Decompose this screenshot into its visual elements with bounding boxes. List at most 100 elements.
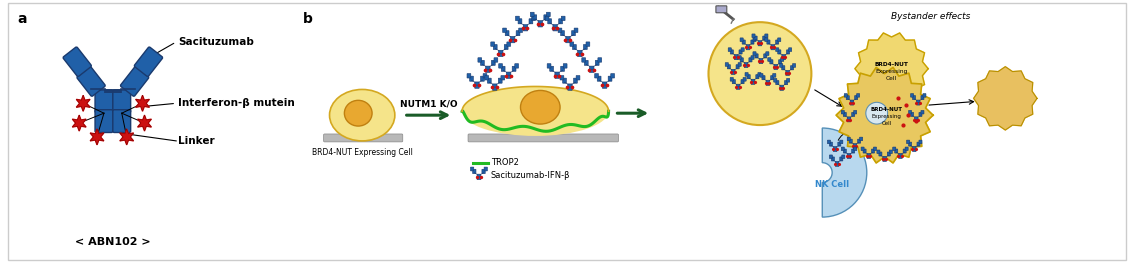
FancyBboxPatch shape [765,52,769,55]
FancyBboxPatch shape [785,80,788,85]
FancyBboxPatch shape [738,56,742,59]
FancyBboxPatch shape [829,155,832,159]
FancyBboxPatch shape [759,60,763,64]
FancyBboxPatch shape [568,87,573,90]
FancyBboxPatch shape [779,60,781,64]
FancyBboxPatch shape [566,36,570,39]
Text: BRD4-NUT: BRD4-NUT [871,107,903,112]
FancyBboxPatch shape [838,142,841,146]
FancyBboxPatch shape [841,147,845,151]
FancyBboxPatch shape [746,47,750,50]
Text: b: b [303,12,313,26]
FancyBboxPatch shape [473,169,476,174]
FancyBboxPatch shape [773,67,778,70]
FancyBboxPatch shape [731,69,735,72]
FancyBboxPatch shape [499,53,503,57]
FancyBboxPatch shape [477,58,482,62]
Polygon shape [91,129,104,145]
FancyBboxPatch shape [778,38,781,42]
FancyBboxPatch shape [471,167,474,171]
Polygon shape [855,33,928,104]
FancyBboxPatch shape [751,56,754,59]
FancyBboxPatch shape [892,147,896,151]
FancyBboxPatch shape [771,47,775,50]
FancyBboxPatch shape [778,50,781,54]
FancyBboxPatch shape [770,60,773,64]
FancyBboxPatch shape [113,110,130,133]
FancyBboxPatch shape [544,15,548,20]
FancyBboxPatch shape [507,72,510,75]
FancyBboxPatch shape [853,145,856,149]
FancyBboxPatch shape [773,78,777,82]
Text: Cell: Cell [881,121,891,126]
FancyBboxPatch shape [780,85,784,88]
FancyBboxPatch shape [560,31,565,36]
FancyBboxPatch shape [483,74,486,78]
FancyBboxPatch shape [841,110,845,114]
FancyBboxPatch shape [485,69,490,73]
FancyBboxPatch shape [908,142,912,146]
FancyBboxPatch shape [533,15,536,20]
FancyBboxPatch shape [898,154,903,156]
FancyBboxPatch shape [781,54,786,57]
FancyBboxPatch shape [752,34,755,38]
FancyBboxPatch shape [844,149,846,153]
FancyBboxPatch shape [846,95,849,100]
FancyBboxPatch shape [871,149,874,153]
FancyBboxPatch shape [898,155,903,159]
FancyBboxPatch shape [753,38,756,42]
FancyBboxPatch shape [917,142,920,146]
FancyBboxPatch shape [515,64,518,68]
FancyBboxPatch shape [771,75,773,80]
Polygon shape [136,95,150,111]
FancyBboxPatch shape [863,149,866,153]
FancyBboxPatch shape [577,50,582,53]
FancyBboxPatch shape [860,137,863,141]
FancyBboxPatch shape [840,140,843,144]
FancyBboxPatch shape [499,50,503,53]
FancyBboxPatch shape [608,76,612,81]
FancyBboxPatch shape [574,28,578,33]
FancyBboxPatch shape [828,140,830,144]
FancyBboxPatch shape [477,174,481,177]
FancyBboxPatch shape [852,149,855,153]
FancyBboxPatch shape [590,69,594,73]
FancyBboxPatch shape [765,82,770,85]
Text: Interferon-β mutein: Interferon-β mutein [178,98,295,108]
FancyBboxPatch shape [559,19,562,24]
FancyBboxPatch shape [755,54,759,58]
FancyBboxPatch shape [877,150,880,154]
FancyBboxPatch shape [780,58,784,61]
FancyBboxPatch shape [468,134,618,142]
FancyBboxPatch shape [505,44,508,49]
FancyBboxPatch shape [502,28,507,33]
FancyBboxPatch shape [786,70,789,73]
FancyBboxPatch shape [853,144,856,146]
FancyBboxPatch shape [836,161,839,164]
Text: Sacituzumab-IFN-β: Sacituzumab-IFN-β [491,171,570,180]
FancyBboxPatch shape [914,119,919,122]
FancyBboxPatch shape [776,40,779,44]
FancyBboxPatch shape [911,112,914,117]
FancyBboxPatch shape [765,80,770,83]
FancyBboxPatch shape [831,157,835,161]
Ellipse shape [709,22,812,125]
FancyBboxPatch shape [840,157,843,161]
FancyBboxPatch shape [847,117,850,119]
FancyBboxPatch shape [744,62,748,65]
FancyBboxPatch shape [741,58,743,62]
FancyBboxPatch shape [781,57,786,60]
FancyBboxPatch shape [905,147,908,151]
FancyBboxPatch shape [120,67,149,96]
FancyBboxPatch shape [913,146,916,149]
Polygon shape [73,115,86,131]
FancyBboxPatch shape [738,63,742,66]
FancyBboxPatch shape [850,102,854,105]
FancyBboxPatch shape [736,65,739,69]
FancyBboxPatch shape [491,60,496,65]
FancyBboxPatch shape [493,44,497,49]
FancyBboxPatch shape [790,66,794,70]
FancyBboxPatch shape [501,75,505,80]
FancyBboxPatch shape [594,74,599,78]
FancyBboxPatch shape [748,58,752,62]
